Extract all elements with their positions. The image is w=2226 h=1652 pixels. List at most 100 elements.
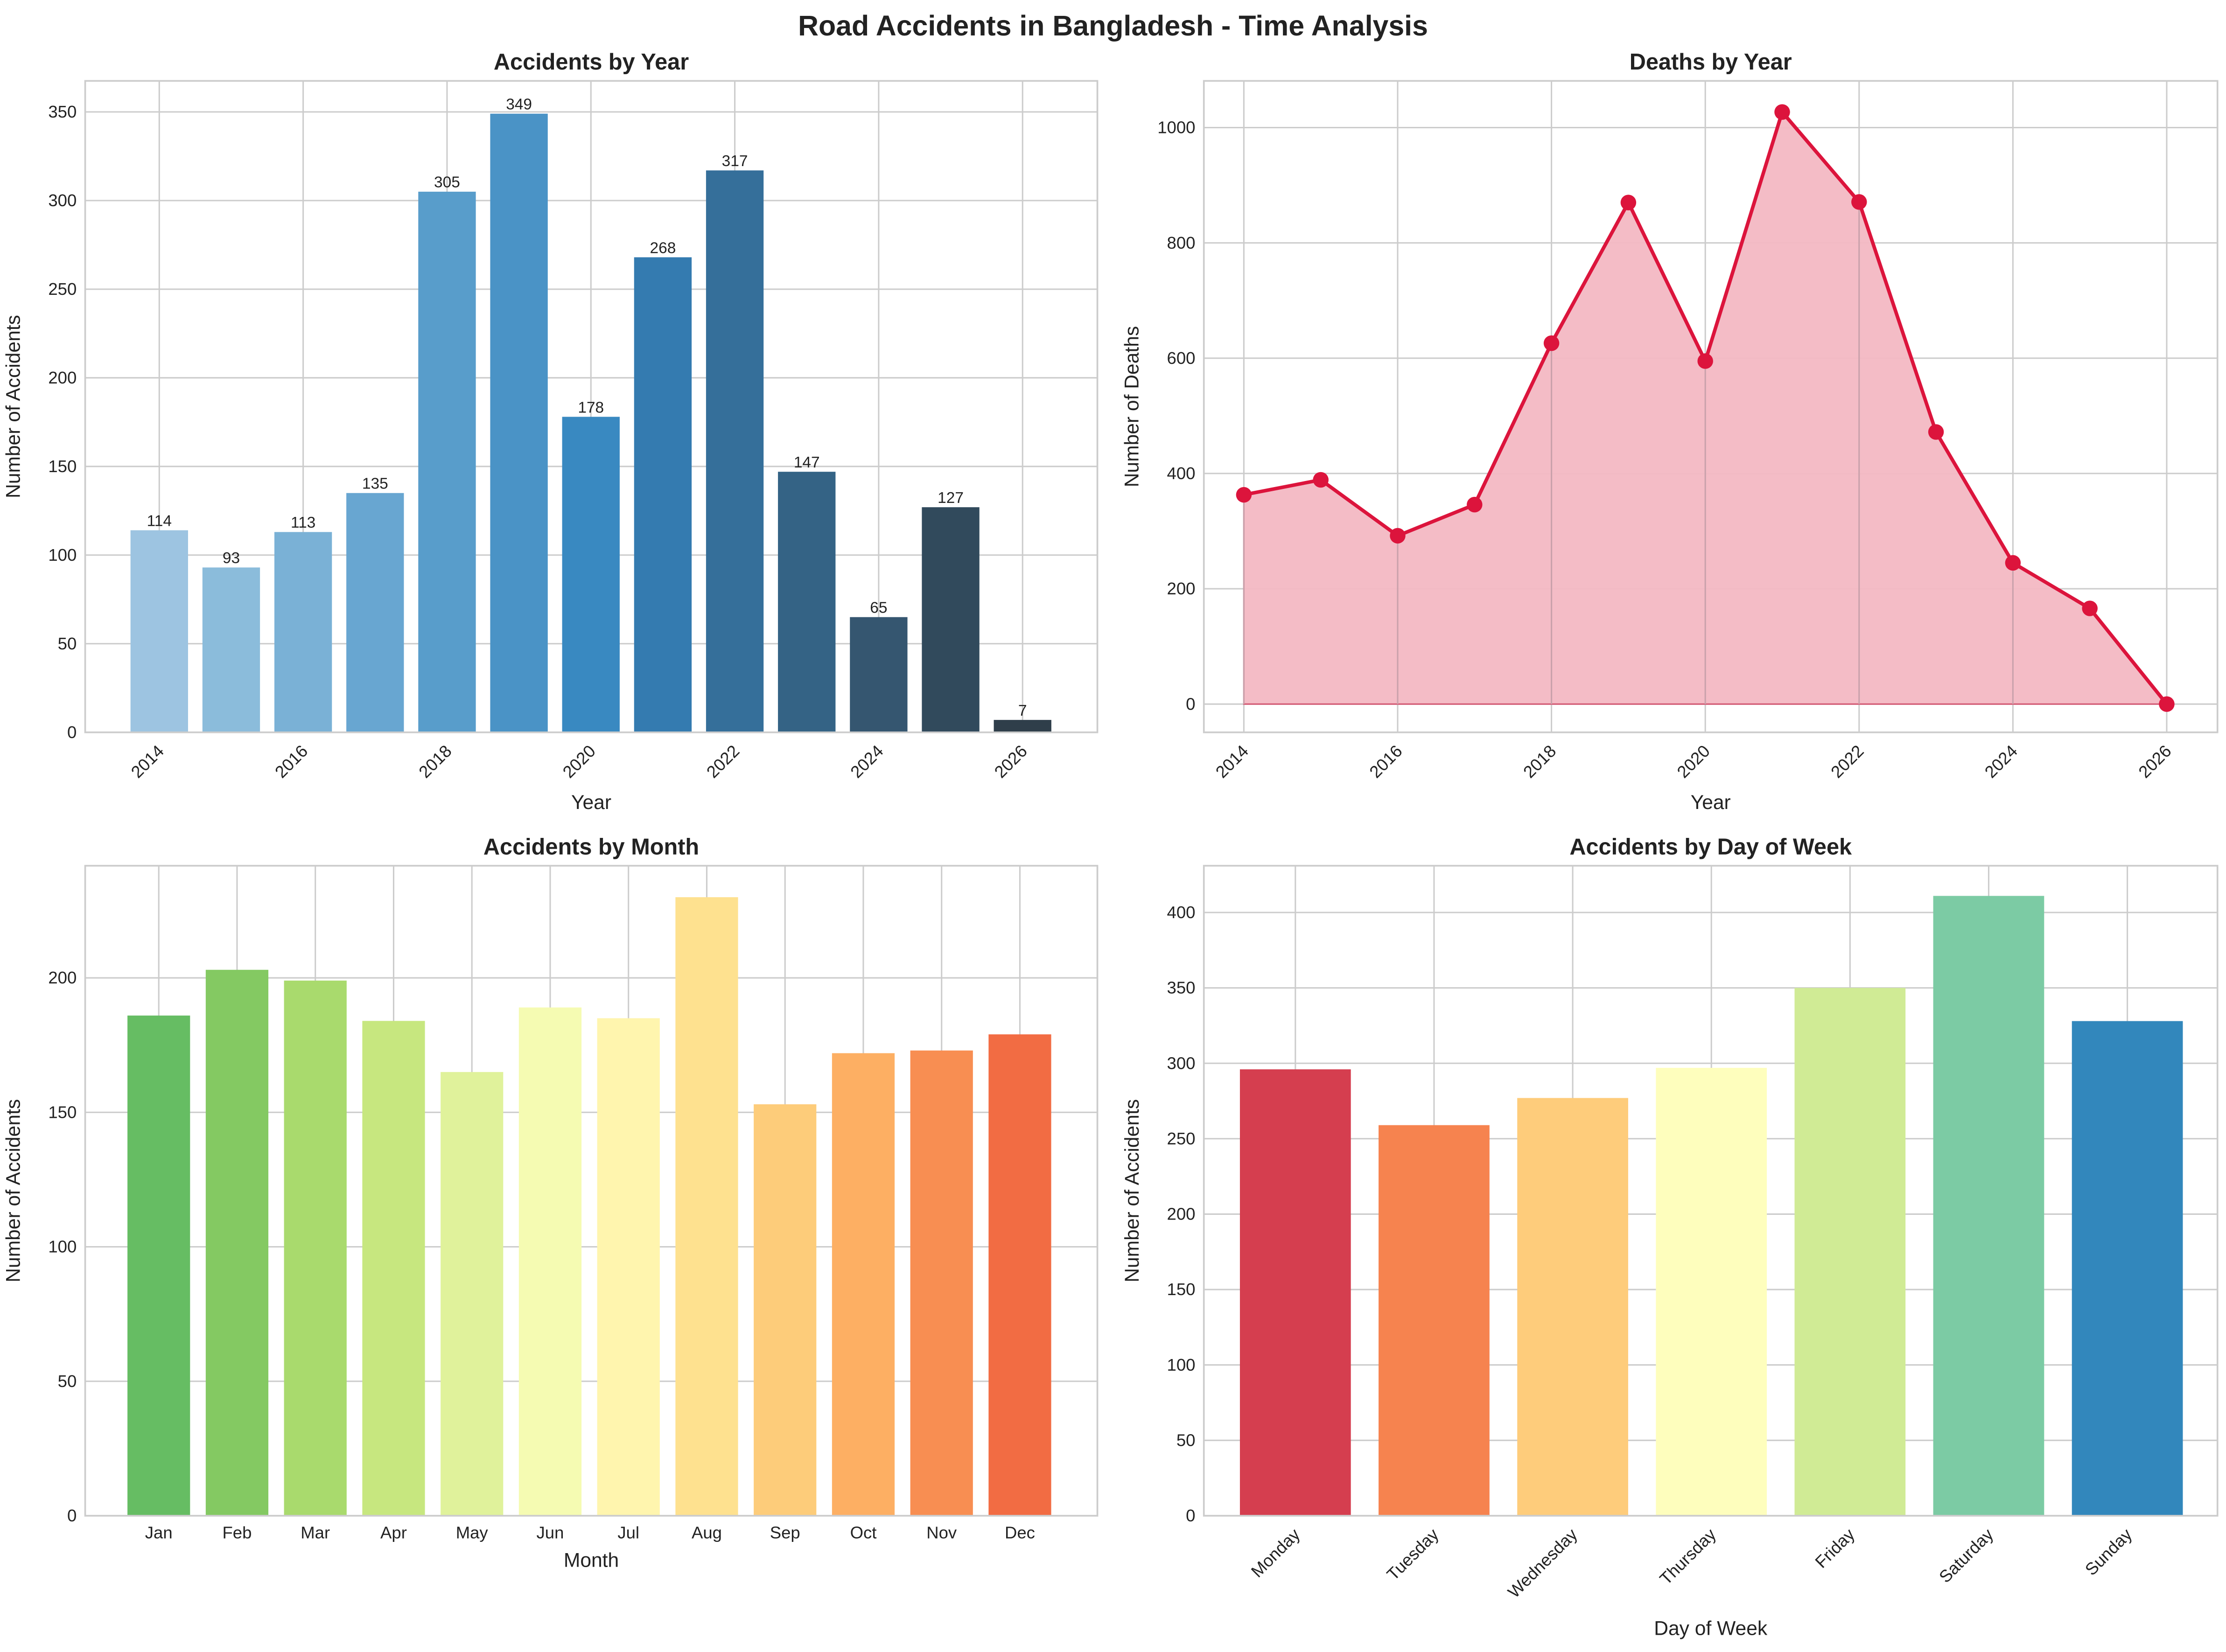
y-tick-label: 0 bbox=[67, 723, 77, 742]
bar bbox=[1379, 1125, 1490, 1516]
y-tick-label: 200 bbox=[48, 368, 77, 387]
y-tick-label: 350 bbox=[1167, 978, 1196, 997]
bar bbox=[706, 170, 764, 732]
bar bbox=[127, 1015, 190, 1516]
data-label: 268 bbox=[650, 239, 676, 257]
data-point bbox=[1851, 194, 1867, 210]
y-tick-label: 150 bbox=[48, 1102, 77, 1122]
bar bbox=[2072, 1021, 2183, 1516]
y-tick-label: 350 bbox=[48, 102, 77, 121]
bar bbox=[1239, 1069, 1351, 1516]
data-point bbox=[2005, 555, 2021, 571]
bar bbox=[490, 113, 548, 732]
bar bbox=[1517, 1098, 1628, 1516]
chart-month: 0 50 100 150 200 Jan Feb Mar Apr May Jun Jul Aug Sep O… bbox=[2, 834, 1099, 1571]
x-axis-label: Year bbox=[571, 791, 611, 814]
chart-title: Accidents by Month bbox=[483, 834, 699, 859]
x-tick-label: Aug bbox=[692, 1523, 722, 1542]
data-label: 93 bbox=[223, 550, 240, 567]
y-tick-label: 400 bbox=[1167, 464, 1196, 483]
bar bbox=[362, 1021, 425, 1516]
x-tick-label: 2016 bbox=[271, 741, 311, 781]
data-label: 317 bbox=[722, 153, 748, 170]
y-tick-label: 200 bbox=[1167, 1205, 1196, 1224]
data-point bbox=[1467, 496, 1483, 513]
x-axis-label: Month bbox=[564, 1549, 619, 1571]
data-point bbox=[1390, 528, 1406, 544]
x-tick-label: Apr bbox=[380, 1523, 407, 1542]
data-label: 135 bbox=[362, 475, 388, 493]
x-tick-label: Monday bbox=[1247, 1525, 1304, 1581]
axes-frame bbox=[84, 864, 1099, 1517]
y-axis-label: Number of Accidents bbox=[1121, 1099, 1143, 1283]
y-tick-label: 0 bbox=[1186, 694, 1195, 713]
y-tick-label: 300 bbox=[48, 191, 77, 210]
bar bbox=[994, 720, 1051, 732]
bar bbox=[1933, 896, 2044, 1516]
data-label: 127 bbox=[938, 489, 964, 507]
data-label: 114 bbox=[147, 512, 172, 530]
bar bbox=[205, 969, 269, 1516]
x-tick-label: 2014 bbox=[127, 741, 168, 781]
y-axis-label: Number of Accidents bbox=[2, 315, 25, 498]
y-tick-label: 50 bbox=[58, 634, 77, 653]
y-tick-label: 0 bbox=[1186, 1506, 1195, 1525]
bar bbox=[832, 1053, 895, 1516]
x-tick-label: 2014 bbox=[1212, 741, 1252, 781]
x-tick-label: Wednesday bbox=[1504, 1525, 1581, 1602]
y-tick-label: 100 bbox=[48, 545, 77, 565]
x-tick-label: Feb bbox=[223, 1523, 252, 1542]
data-point bbox=[1928, 424, 1944, 440]
bar bbox=[274, 532, 332, 732]
axes-frame bbox=[1203, 864, 2219, 1517]
bar bbox=[850, 617, 908, 732]
x-tick-label: 2026 bbox=[2135, 741, 2175, 781]
x-tick-label: Dec bbox=[1005, 1523, 1035, 1542]
bar bbox=[675, 897, 738, 1516]
bar bbox=[988, 1034, 1051, 1516]
x-axis-label: Day of Week bbox=[1654, 1617, 1768, 1639]
bar bbox=[1656, 1067, 1767, 1516]
bar bbox=[634, 257, 692, 732]
y-tick-label: 100 bbox=[48, 1237, 77, 1256]
x-tick-label: 2018 bbox=[415, 741, 455, 781]
y-tick-label: 0 bbox=[67, 1506, 77, 1525]
x-tick-label: Saturday bbox=[1935, 1525, 1997, 1587]
x-tick-label: May bbox=[456, 1523, 489, 1542]
x-tick-label: Mar bbox=[301, 1523, 330, 1542]
bar bbox=[1794, 988, 1906, 1516]
data-point bbox=[1313, 472, 1329, 488]
data-label: 147 bbox=[794, 454, 820, 471]
x-tick-label: 2018 bbox=[1519, 741, 1560, 781]
chart-title: Accidents by Year bbox=[494, 49, 689, 75]
data-point bbox=[1543, 335, 1560, 351]
data-label: 113 bbox=[291, 514, 315, 531]
bar bbox=[130, 530, 188, 732]
y-tick-label: 400 bbox=[1167, 903, 1196, 922]
x-tick-label: Sunday bbox=[2081, 1525, 2136, 1579]
x-tick-label: Jan bbox=[145, 1523, 173, 1542]
y-tick-label: 250 bbox=[48, 279, 77, 299]
data-point bbox=[1697, 353, 1713, 369]
chart-title: Deaths by Year bbox=[1630, 49, 1792, 75]
x-tick-label: 2016 bbox=[1365, 741, 1406, 781]
x-tick-label: 2024 bbox=[1981, 741, 2021, 781]
bar bbox=[346, 493, 404, 732]
x-tick-label: Jun bbox=[537, 1523, 564, 1542]
bar bbox=[922, 507, 980, 732]
data-point bbox=[1774, 104, 1790, 120]
x-tick-label: Oct bbox=[850, 1523, 877, 1542]
data-point bbox=[2082, 600, 2098, 616]
x-tick-label: 2020 bbox=[559, 741, 599, 781]
y-tick-label: 600 bbox=[1167, 349, 1196, 368]
y-tick-label: 150 bbox=[1167, 1280, 1196, 1299]
y-tick-label: 200 bbox=[48, 968, 77, 987]
data-point bbox=[1620, 195, 1637, 210]
bar bbox=[418, 191, 476, 732]
data-point bbox=[1236, 487, 1252, 503]
x-tick-label: 2022 bbox=[703, 741, 743, 781]
y-tick-label: 50 bbox=[58, 1372, 77, 1391]
x-tick-label: Sep bbox=[770, 1523, 800, 1542]
bar bbox=[518, 1007, 582, 1516]
